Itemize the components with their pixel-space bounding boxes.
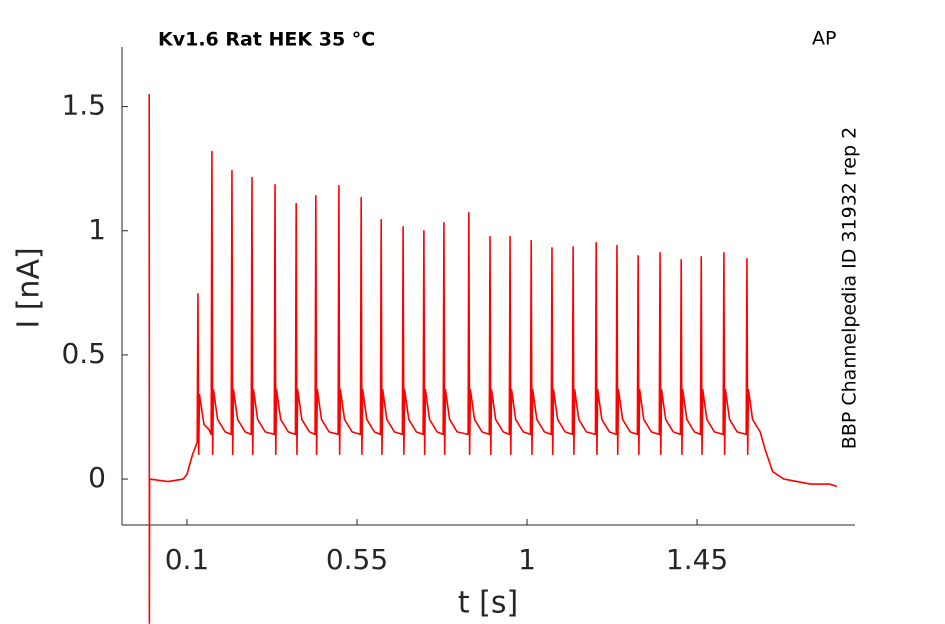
side-label: BBP Channelpedia ID 31932 rep 2 <box>839 127 861 449</box>
x-tick-label: 1.45 <box>666 543 728 576</box>
x-tick-label: 0.55 <box>326 543 388 576</box>
annotation: AP <box>812 28 836 50</box>
y-tick-label: 1.5 <box>61 89 106 122</box>
chart-title: Kv1.6 Rat HEK 35 °C <box>158 29 375 51</box>
y-tick-label: 1 <box>88 213 106 246</box>
trace-line <box>148 94 838 624</box>
y-axis-label: I [nA] <box>12 247 47 328</box>
x-axis-label: t [s] <box>458 586 518 621</box>
x-tick-label: 0.1 <box>165 543 210 576</box>
y-tick-label: 0 <box>88 461 106 494</box>
y-tick-label: 0.5 <box>61 337 106 370</box>
x-tick-label: 1 <box>518 543 536 576</box>
